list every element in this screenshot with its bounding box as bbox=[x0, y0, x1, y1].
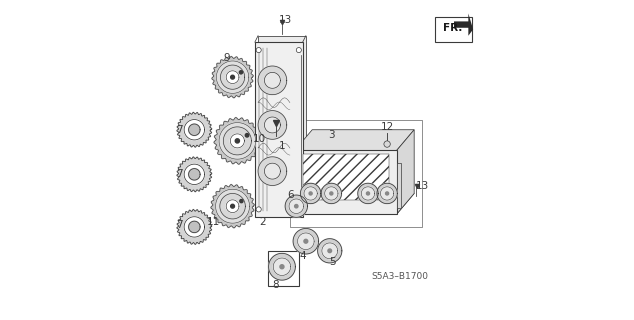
Polygon shape bbox=[380, 187, 394, 200]
Circle shape bbox=[384, 141, 391, 147]
Polygon shape bbox=[321, 183, 342, 204]
Polygon shape bbox=[258, 111, 287, 139]
Polygon shape bbox=[285, 195, 307, 217]
Polygon shape bbox=[293, 228, 319, 254]
Circle shape bbox=[330, 192, 333, 195]
Polygon shape bbox=[258, 157, 287, 186]
Polygon shape bbox=[212, 56, 253, 98]
Polygon shape bbox=[264, 72, 280, 88]
Polygon shape bbox=[188, 124, 200, 135]
Polygon shape bbox=[258, 36, 306, 211]
Polygon shape bbox=[273, 258, 290, 276]
Polygon shape bbox=[216, 61, 249, 93]
Polygon shape bbox=[358, 183, 378, 204]
Polygon shape bbox=[184, 217, 205, 237]
Bar bbox=[268, 251, 299, 286]
Polygon shape bbox=[223, 127, 251, 155]
Polygon shape bbox=[177, 210, 212, 244]
Circle shape bbox=[231, 204, 235, 208]
Bar bbox=[290, 120, 422, 227]
Polygon shape bbox=[255, 42, 302, 217]
Text: 13: 13 bbox=[415, 181, 429, 191]
Text: 12: 12 bbox=[380, 122, 394, 132]
Text: 5: 5 bbox=[329, 257, 335, 267]
Polygon shape bbox=[177, 157, 212, 192]
Bar bbox=[397, 163, 401, 208]
Polygon shape bbox=[361, 187, 375, 200]
Circle shape bbox=[245, 133, 249, 137]
Circle shape bbox=[296, 207, 301, 212]
Polygon shape bbox=[269, 253, 295, 280]
Text: 9: 9 bbox=[223, 53, 230, 63]
Circle shape bbox=[280, 265, 284, 269]
Polygon shape bbox=[184, 164, 205, 185]
Circle shape bbox=[385, 192, 389, 195]
Text: 3: 3 bbox=[328, 130, 335, 140]
Circle shape bbox=[296, 48, 301, 52]
Polygon shape bbox=[177, 112, 212, 147]
Polygon shape bbox=[211, 185, 254, 228]
Polygon shape bbox=[219, 123, 256, 159]
Text: 7: 7 bbox=[176, 125, 183, 135]
Polygon shape bbox=[295, 194, 414, 214]
Circle shape bbox=[240, 71, 243, 74]
Polygon shape bbox=[188, 221, 200, 233]
Text: 8: 8 bbox=[272, 280, 279, 290]
Bar bbox=[302, 154, 389, 200]
Text: 7: 7 bbox=[176, 220, 183, 230]
Text: 7: 7 bbox=[176, 169, 183, 179]
Polygon shape bbox=[188, 169, 200, 180]
Bar bbox=[290, 163, 295, 208]
Polygon shape bbox=[214, 117, 261, 164]
Text: 10: 10 bbox=[253, 134, 266, 144]
Polygon shape bbox=[304, 187, 317, 200]
Circle shape bbox=[366, 192, 370, 195]
Circle shape bbox=[235, 139, 240, 143]
Text: 2: 2 bbox=[259, 217, 266, 227]
Polygon shape bbox=[297, 233, 314, 250]
Text: 11: 11 bbox=[207, 217, 220, 227]
Polygon shape bbox=[226, 71, 239, 84]
Polygon shape bbox=[264, 163, 280, 179]
Bar bbox=[435, 17, 472, 42]
Polygon shape bbox=[184, 120, 205, 140]
Polygon shape bbox=[226, 200, 239, 212]
Text: FR.: FR. bbox=[443, 23, 463, 33]
Polygon shape bbox=[301, 183, 321, 204]
Polygon shape bbox=[264, 117, 280, 133]
Circle shape bbox=[231, 75, 235, 79]
Polygon shape bbox=[377, 183, 398, 204]
Polygon shape bbox=[454, 13, 473, 36]
Circle shape bbox=[256, 207, 261, 212]
Polygon shape bbox=[322, 243, 338, 259]
Circle shape bbox=[256, 48, 261, 52]
Text: 4: 4 bbox=[299, 251, 306, 260]
Polygon shape bbox=[221, 65, 245, 89]
Polygon shape bbox=[216, 189, 250, 223]
Polygon shape bbox=[295, 150, 397, 214]
Circle shape bbox=[240, 199, 243, 203]
Polygon shape bbox=[397, 130, 414, 214]
Text: S5A3–B1700: S5A3–B1700 bbox=[372, 272, 429, 281]
Circle shape bbox=[304, 239, 307, 243]
Polygon shape bbox=[258, 66, 287, 95]
Polygon shape bbox=[230, 134, 244, 148]
Circle shape bbox=[309, 192, 312, 195]
Polygon shape bbox=[289, 199, 304, 213]
Text: 6: 6 bbox=[288, 190, 294, 200]
Text: 1: 1 bbox=[280, 141, 286, 151]
Circle shape bbox=[295, 204, 298, 208]
Text: 13: 13 bbox=[278, 15, 292, 25]
Polygon shape bbox=[325, 187, 338, 200]
Polygon shape bbox=[318, 239, 342, 263]
Polygon shape bbox=[220, 194, 245, 219]
Circle shape bbox=[328, 249, 332, 252]
Polygon shape bbox=[295, 130, 414, 150]
